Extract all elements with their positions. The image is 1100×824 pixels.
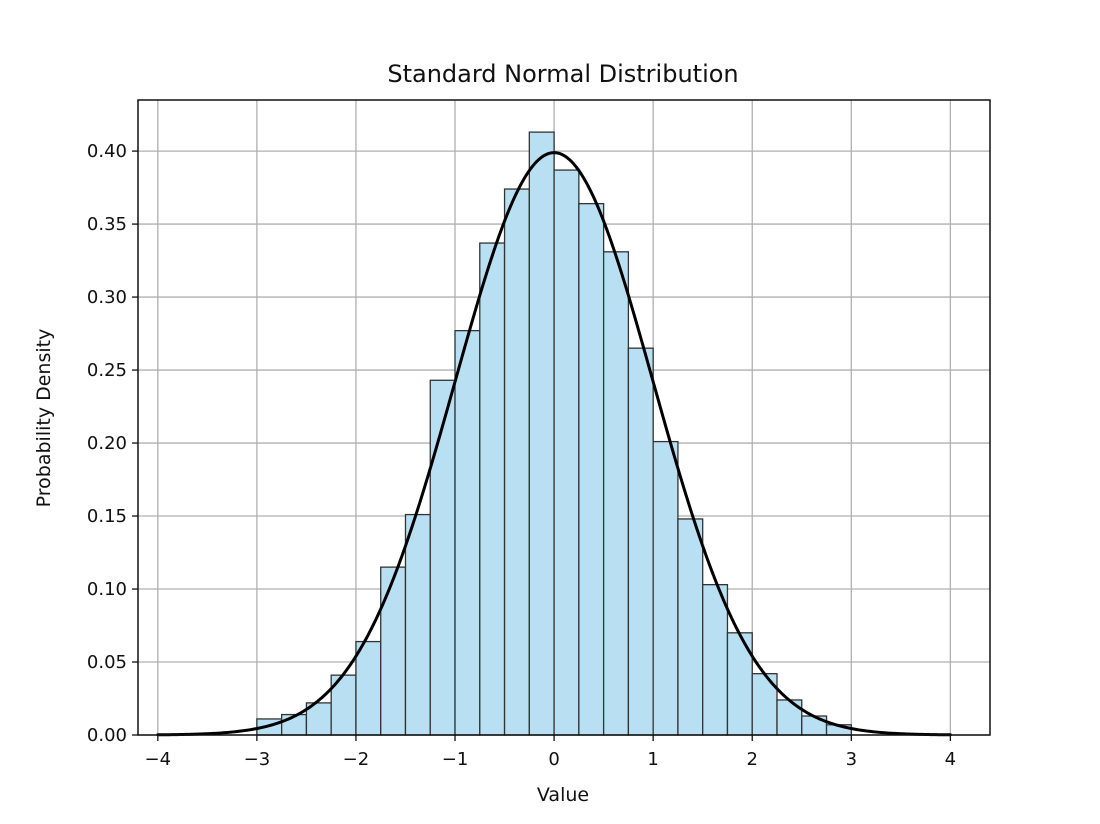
- x-tick-label-3: −1: [442, 749, 469, 770]
- y-axis-ticks: 0.00 0.05 0.10 0.15 0.20 0.25 0.30 0.35 0.40: [87, 141, 138, 746]
- histogram-bar-5: [380, 566, 407, 736]
- y-axis-label: Probability Density: [33, 329, 55, 508]
- y-tick-label-1: 0.05: [87, 652, 127, 673]
- histogram-bar-12: [553, 169, 580, 736]
- x-tick-label-5: 1: [647, 749, 658, 770]
- y-tick-label-3: 0.15: [87, 506, 127, 527]
- x-tick-label-8: 4: [945, 749, 956, 770]
- histogram-bar-4: [355, 640, 382, 736]
- x-axis-ticks: −4 −3 −2 −1 0 1 2 3 4: [145, 735, 956, 770]
- x-tick-label-0: −4: [145, 749, 172, 770]
- y-tick-label-6: 0.30: [87, 287, 127, 308]
- x-tick-label-6: 2: [747, 749, 758, 770]
- x-axis-label: Value: [537, 784, 589, 806]
- histogram-bar-11: [528, 131, 555, 736]
- y-tick-label-2: 0.10: [87, 579, 127, 600]
- histogram-bars: [256, 131, 852, 736]
- x-tick-label-7: 3: [846, 749, 857, 770]
- histogram-bar-7: [429, 379, 456, 736]
- histogram-bar-17: [677, 518, 704, 736]
- x-tick-label-4: 0: [548, 749, 559, 770]
- histogram-bar-13: [578, 202, 605, 736]
- histogram-bar-18: [702, 583, 729, 736]
- chart-title: Standard Normal Distribution: [387, 60, 738, 88]
- x-tick-label-1: −3: [244, 749, 271, 770]
- histogram-bar-9: [479, 242, 506, 736]
- histogram-bar-15: [627, 347, 654, 736]
- plot-frame: [137, 99, 991, 736]
- y-tick-label-7: 0.35: [87, 214, 127, 235]
- histogram-bar-6: [404, 513, 431, 736]
- histogram-bar-16: [652, 440, 679, 736]
- histogram-bar-10: [503, 188, 530, 736]
- x-tick-label-2: −2: [343, 749, 370, 770]
- y-tick-label-5: 0.25: [87, 360, 127, 381]
- normal-pdf-curve: [156, 151, 952, 737]
- histogram-bar-8: [454, 329, 481, 736]
- y-tick-label-8: 0.40: [87, 141, 127, 162]
- histogram-bar-14: [602, 251, 630, 736]
- y-tick-label-4: 0.20: [87, 433, 127, 454]
- y-tick-label-0: 0.00: [87, 725, 127, 746]
